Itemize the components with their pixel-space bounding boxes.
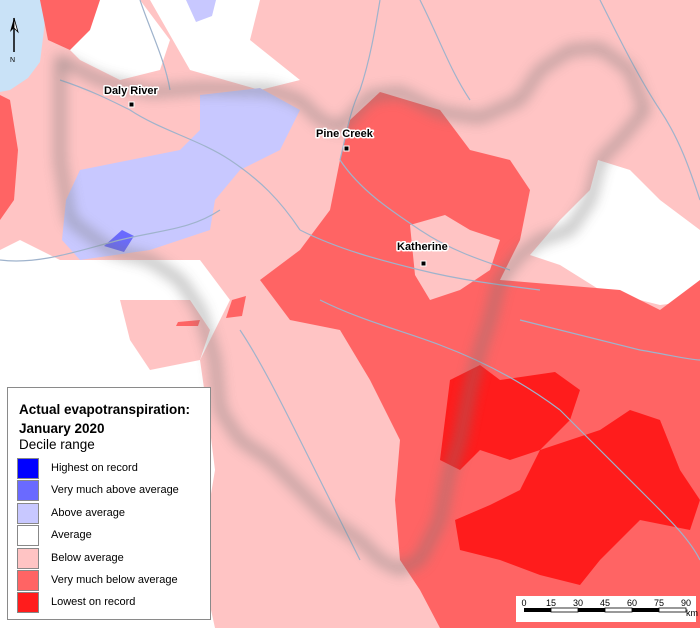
very-much-above-average-region [104, 230, 134, 252]
scale-bar: 0 15 30 45 60 75 90 km [516, 596, 698, 622]
scale-segment [658, 607, 687, 613]
town-marker-katherine [420, 260, 427, 267]
legend-swatch [17, 547, 39, 569]
north-arrow-label: N [10, 57, 15, 64]
town-label-pine-creek: Pine Creek [316, 128, 374, 140]
scale-tick-label: 90 [680, 598, 692, 608]
scale-tick-label: 30 [572, 598, 584, 608]
map-legend: Actual evapotranspiration: January 2020 … [7, 387, 211, 620]
lowest-on-record-region [440, 365, 580, 470]
town-marker-daly-river [128, 101, 135, 108]
scale-segment [604, 607, 633, 613]
below-average-region [410, 215, 500, 300]
very-much-below-average-region [40, 0, 100, 50]
very-much-below-average-region [226, 296, 246, 318]
scale-segment [578, 608, 605, 612]
above-average-region [186, 0, 216, 22]
legend-label: Very much above average [51, 484, 179, 497]
legend-subtitle: Decile range [19, 437, 95, 452]
legend-label: Very much below average [51, 573, 178, 586]
scale-segment [632, 608, 659, 612]
town-marker-pine-creek [343, 145, 350, 152]
scale-tick-label: 15 [545, 598, 557, 608]
below-average-region [120, 300, 210, 370]
below-average-region [240, 470, 280, 530]
above-average-region [62, 88, 300, 260]
legend-swatch [17, 592, 39, 614]
average-region [530, 160, 700, 305]
legend-label: Lowest on record [51, 596, 136, 609]
north-arrow-icon [10, 17, 19, 52]
town-label-daly-river: Daly River [104, 85, 159, 97]
legend-label: Highest on record [51, 462, 138, 474]
scale-bar-graphic [524, 607, 687, 613]
scale-tick-label: 0 [521, 598, 527, 608]
scale-tick-label: 45 [599, 598, 611, 608]
legend-swatch [17, 502, 39, 524]
legend-swatch [17, 569, 39, 591]
scale-segment [524, 608, 551, 612]
legend-title: Actual evapotranspiration: January 2020 [19, 402, 191, 436]
legend-swatch [17, 458, 39, 479]
legend-label: Average [51, 529, 92, 542]
legend-swatch [17, 480, 39, 502]
scale-segment [550, 607, 579, 613]
average-region [150, 0, 300, 90]
sea-area [0, 0, 46, 92]
legend-label: Above average [51, 506, 125, 519]
legend-label: Below average [51, 551, 124, 564]
scale-tick-label: 75 [653, 598, 665, 608]
town-markers [128, 101, 427, 267]
very-much-below-average-region [0, 95, 18, 220]
scale-unit: km [686, 608, 698, 618]
rivers [0, 0, 700, 561]
legend-swatch [17, 525, 39, 547]
town-label-katherine: Katherine [397, 241, 448, 253]
scale-tick-label: 60 [626, 598, 638, 608]
very-much-below-average-region [176, 320, 200, 326]
lowest-on-record-region [455, 410, 700, 585]
outside-catchment-mask [57, 44, 649, 574]
